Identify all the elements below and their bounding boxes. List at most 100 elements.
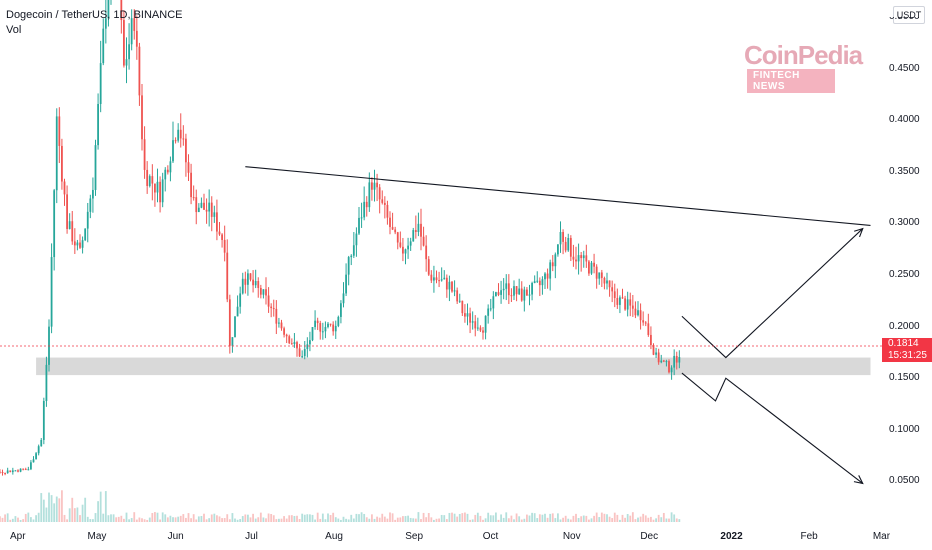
resistance-trendline[interactable] — [245, 166, 871, 227]
volume-bar — [417, 512, 420, 522]
volume-bar — [476, 512, 479, 522]
volume-bar — [541, 514, 544, 522]
volume-bar — [296, 515, 298, 522]
candle-body — [148, 176, 151, 186]
volume-bar — [1, 517, 4, 522]
candle-body — [185, 138, 187, 163]
candle-body — [14, 470, 17, 472]
candle-body — [376, 182, 378, 188]
volume-bar — [37, 512, 40, 522]
price-tick-label: 0.1500 — [889, 372, 920, 384]
candle-body — [582, 255, 585, 259]
volume-bar — [365, 517, 368, 522]
candle-body — [644, 322, 647, 324]
volume-bar — [624, 517, 626, 522]
candle-body — [120, 0, 123, 21]
candle-body — [143, 139, 146, 170]
candle-body — [244, 278, 247, 285]
volume-bar — [626, 514, 629, 522]
candle-body — [275, 308, 278, 324]
volume-bar — [190, 518, 192, 522]
volume-bar — [86, 516, 89, 522]
last-price-value: 0.1814 — [888, 338, 919, 349]
volume-bar — [557, 513, 559, 522]
volume-bar — [495, 512, 497, 522]
volume-bar — [164, 514, 167, 522]
volume-bar — [665, 518, 668, 522]
volume-bar — [278, 518, 280, 522]
candle-body — [169, 161, 172, 173]
volume-bar — [309, 514, 311, 522]
volume-bar — [241, 516, 244, 522]
volume-bar — [435, 518, 438, 522]
candle-body — [433, 277, 435, 281]
coinpedia-watermark: CoinPedia FINTECH NEWS — [744, 40, 863, 93]
candle-body — [352, 245, 355, 256]
volume-bar — [608, 516, 611, 522]
candle-body — [27, 469, 30, 471]
candle-body — [600, 272, 603, 278]
candle-body — [303, 349, 306, 357]
volume-bar — [497, 519, 500, 522]
axis-unit-badge[interactable]: USDT — [893, 6, 925, 24]
volume-bar — [239, 519, 242, 522]
candle-body — [358, 217, 360, 234]
support-zone[interactable] — [36, 357, 871, 376]
candle-body — [306, 344, 309, 350]
candles-layer — [0, 0, 681, 476]
volume-bar — [430, 517, 433, 522]
volume-bar — [66, 519, 68, 522]
volume-bar — [216, 515, 218, 522]
bearish-projection-arrow[interactable] — [681, 372, 864, 484]
volume-bar — [76, 507, 79, 522]
candle-body — [309, 340, 311, 345]
volume-bar — [259, 512, 262, 522]
candle-body — [9, 470, 12, 473]
volume-bar — [453, 513, 456, 522]
volume-bar — [631, 512, 634, 522]
candle-body — [412, 230, 415, 242]
bullish-projection-arrow[interactable] — [681, 228, 864, 359]
volume-indicator-label[interactable]: Vol — [6, 24, 22, 36]
candle-body — [86, 211, 89, 229]
candle-body — [257, 281, 260, 288]
candle-body — [342, 293, 345, 304]
candle-body — [321, 331, 324, 333]
candle-body — [394, 229, 397, 233]
volume-bar — [200, 516, 203, 522]
candle-body — [536, 280, 539, 282]
volume-bar — [213, 513, 216, 522]
volume-bar — [14, 516, 17, 522]
volume-bar — [290, 515, 293, 522]
candle-body — [365, 201, 368, 208]
symbol-title[interactable]: Dogecoin / TetherUS, 1D, BINANCE — [6, 9, 183, 21]
volume-bar — [458, 513, 461, 522]
volume-bar — [262, 517, 265, 522]
time-tick-label: Feb — [800, 531, 818, 542]
candle-body — [414, 230, 417, 232]
volume-bar — [593, 515, 595, 522]
volume-bar — [40, 493, 43, 522]
candle-body — [278, 322, 280, 324]
candle-body — [538, 280, 541, 286]
time-tick-label: Dec — [640, 531, 659, 542]
candle-body — [580, 255, 583, 259]
volume-bar — [11, 518, 14, 522]
candle-body — [668, 361, 670, 373]
candle-body — [223, 239, 226, 253]
volume-bar — [588, 519, 590, 522]
candle-body — [61, 145, 63, 182]
volume-bar — [4, 514, 6, 522]
volume-bar — [536, 518, 539, 522]
candle-body — [546, 273, 549, 279]
candle-body — [655, 352, 657, 355]
volume-bar — [425, 517, 428, 522]
volume-bar — [174, 517, 177, 522]
volume-bar — [487, 512, 490, 522]
candle-body — [329, 323, 332, 325]
candle-body — [391, 227, 394, 230]
candle-body — [629, 299, 632, 306]
candle-body — [135, 30, 138, 47]
volume-bar — [621, 514, 624, 522]
